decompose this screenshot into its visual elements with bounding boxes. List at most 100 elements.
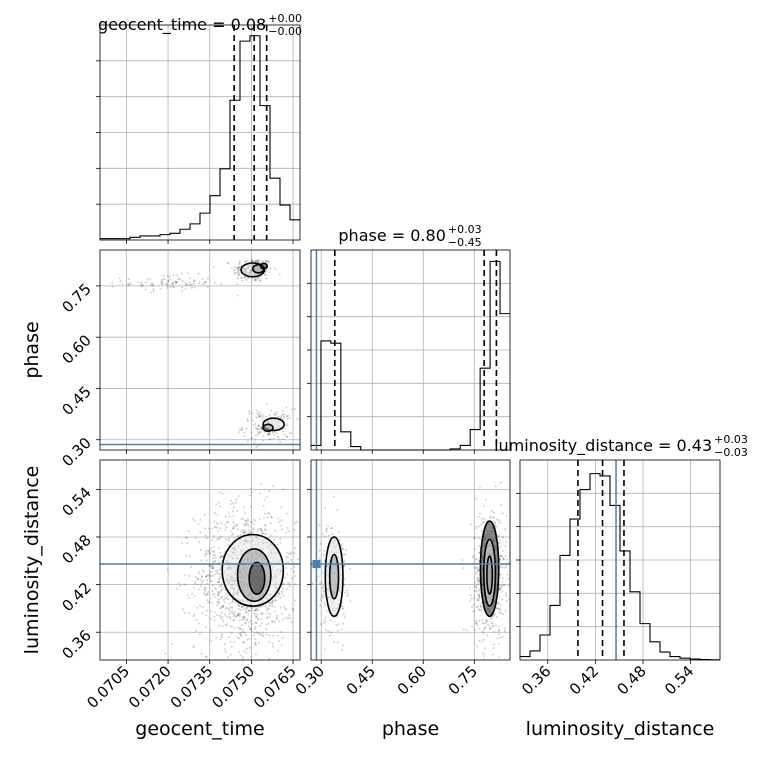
y-tick-label: 0.48 <box>58 531 94 567</box>
scatter-point <box>262 635 265 638</box>
scatter-point <box>323 535 326 538</box>
scatter-point <box>340 604 343 607</box>
scatter-point <box>475 623 478 626</box>
scatter-point <box>462 628 465 631</box>
scatter-point <box>243 617 246 620</box>
scatter-point <box>260 612 263 615</box>
scatter-point <box>276 634 279 637</box>
scatter-point <box>233 266 236 269</box>
scatter-point <box>161 278 164 281</box>
scatter-point <box>248 609 251 612</box>
scatter-point <box>502 557 505 560</box>
scatter-point <box>211 593 214 596</box>
scatter-point <box>345 548 348 551</box>
scatter-point <box>268 605 271 608</box>
scatter-point <box>342 564 345 567</box>
scatter-point <box>513 537 515 539</box>
scatter-point <box>259 482 262 485</box>
scatter-point <box>199 585 202 588</box>
scatter-point <box>197 570 200 573</box>
scatter-point <box>267 261 270 264</box>
scatter-point <box>254 426 257 429</box>
scatter-point <box>207 574 210 577</box>
scatter-point <box>468 600 471 603</box>
scatter-point <box>241 517 244 520</box>
x-axis-label: phase <box>382 718 439 740</box>
scatter-point <box>206 609 209 612</box>
scatter-point <box>503 567 506 570</box>
scatter-point <box>282 582 285 585</box>
scatter-point <box>481 517 484 520</box>
scatter-point <box>285 423 288 426</box>
scatter-point <box>231 600 234 603</box>
scatter-point <box>264 259 267 262</box>
scatter-point <box>265 260 268 263</box>
scatter-point <box>219 568 222 571</box>
scatter-point <box>233 611 236 614</box>
scatter-point <box>497 630 500 633</box>
scatter-point <box>475 621 478 624</box>
scatter-point <box>231 598 234 601</box>
scatter-point <box>258 605 261 608</box>
scatter-point <box>183 611 186 614</box>
scatter-point <box>258 279 261 282</box>
scatter-point <box>288 431 291 434</box>
scatter-point <box>245 522 248 525</box>
scatter-point <box>236 509 239 512</box>
scatter-point <box>244 622 247 625</box>
scatter-point <box>322 596 325 599</box>
scatter-point <box>483 638 486 641</box>
scatter-point <box>204 281 207 284</box>
scatter-point <box>483 627 486 630</box>
scatter-point <box>205 655 208 658</box>
scatter-point <box>475 585 478 588</box>
scatter-point <box>323 622 326 625</box>
scatter-point <box>343 578 346 581</box>
scatter-point <box>492 643 495 646</box>
scatter-point <box>474 566 477 569</box>
scatter-point <box>227 511 230 514</box>
scatter-point <box>217 572 220 575</box>
scatter-point <box>484 498 487 501</box>
scatter-point <box>231 612 234 615</box>
scatter-point <box>349 600 352 603</box>
scatter-point <box>475 645 478 648</box>
scatter-point <box>472 556 475 559</box>
scatter-point <box>225 606 228 609</box>
scatter-point <box>248 410 251 413</box>
scatter-point <box>273 610 276 613</box>
contour-level <box>262 423 274 432</box>
scatter-point <box>225 596 228 599</box>
scatter-point <box>260 529 263 532</box>
scatter-point <box>254 626 257 629</box>
scatter-point <box>242 532 245 535</box>
scatter-point <box>477 515 480 518</box>
scatter-point <box>268 438 271 441</box>
scatter-point <box>216 526 219 529</box>
scatter-point <box>505 599 508 602</box>
scatter-point <box>476 566 479 569</box>
scatter-point <box>335 624 338 627</box>
scatter-point <box>213 526 216 529</box>
scatter-point <box>236 277 239 280</box>
scatter-point <box>273 538 276 541</box>
scatter-point <box>228 616 231 619</box>
contour-level <box>259 262 269 270</box>
scatter-point <box>219 573 222 576</box>
scatter-point <box>228 537 231 540</box>
scatter-point <box>328 634 331 637</box>
scatter-point <box>230 499 233 502</box>
scatter-point <box>221 636 224 639</box>
scatter-point <box>247 621 250 624</box>
scatter-point <box>321 571 324 574</box>
scatter-point <box>254 641 257 644</box>
scatter-point <box>257 413 260 416</box>
scatter-point <box>193 613 196 616</box>
scatter-point <box>285 608 288 611</box>
scatter-point <box>205 559 208 562</box>
scatter-point <box>254 621 257 624</box>
scatter-point <box>259 633 262 636</box>
scatter-point <box>481 652 484 655</box>
scatter-point <box>220 634 223 637</box>
scatter-point <box>201 579 204 582</box>
